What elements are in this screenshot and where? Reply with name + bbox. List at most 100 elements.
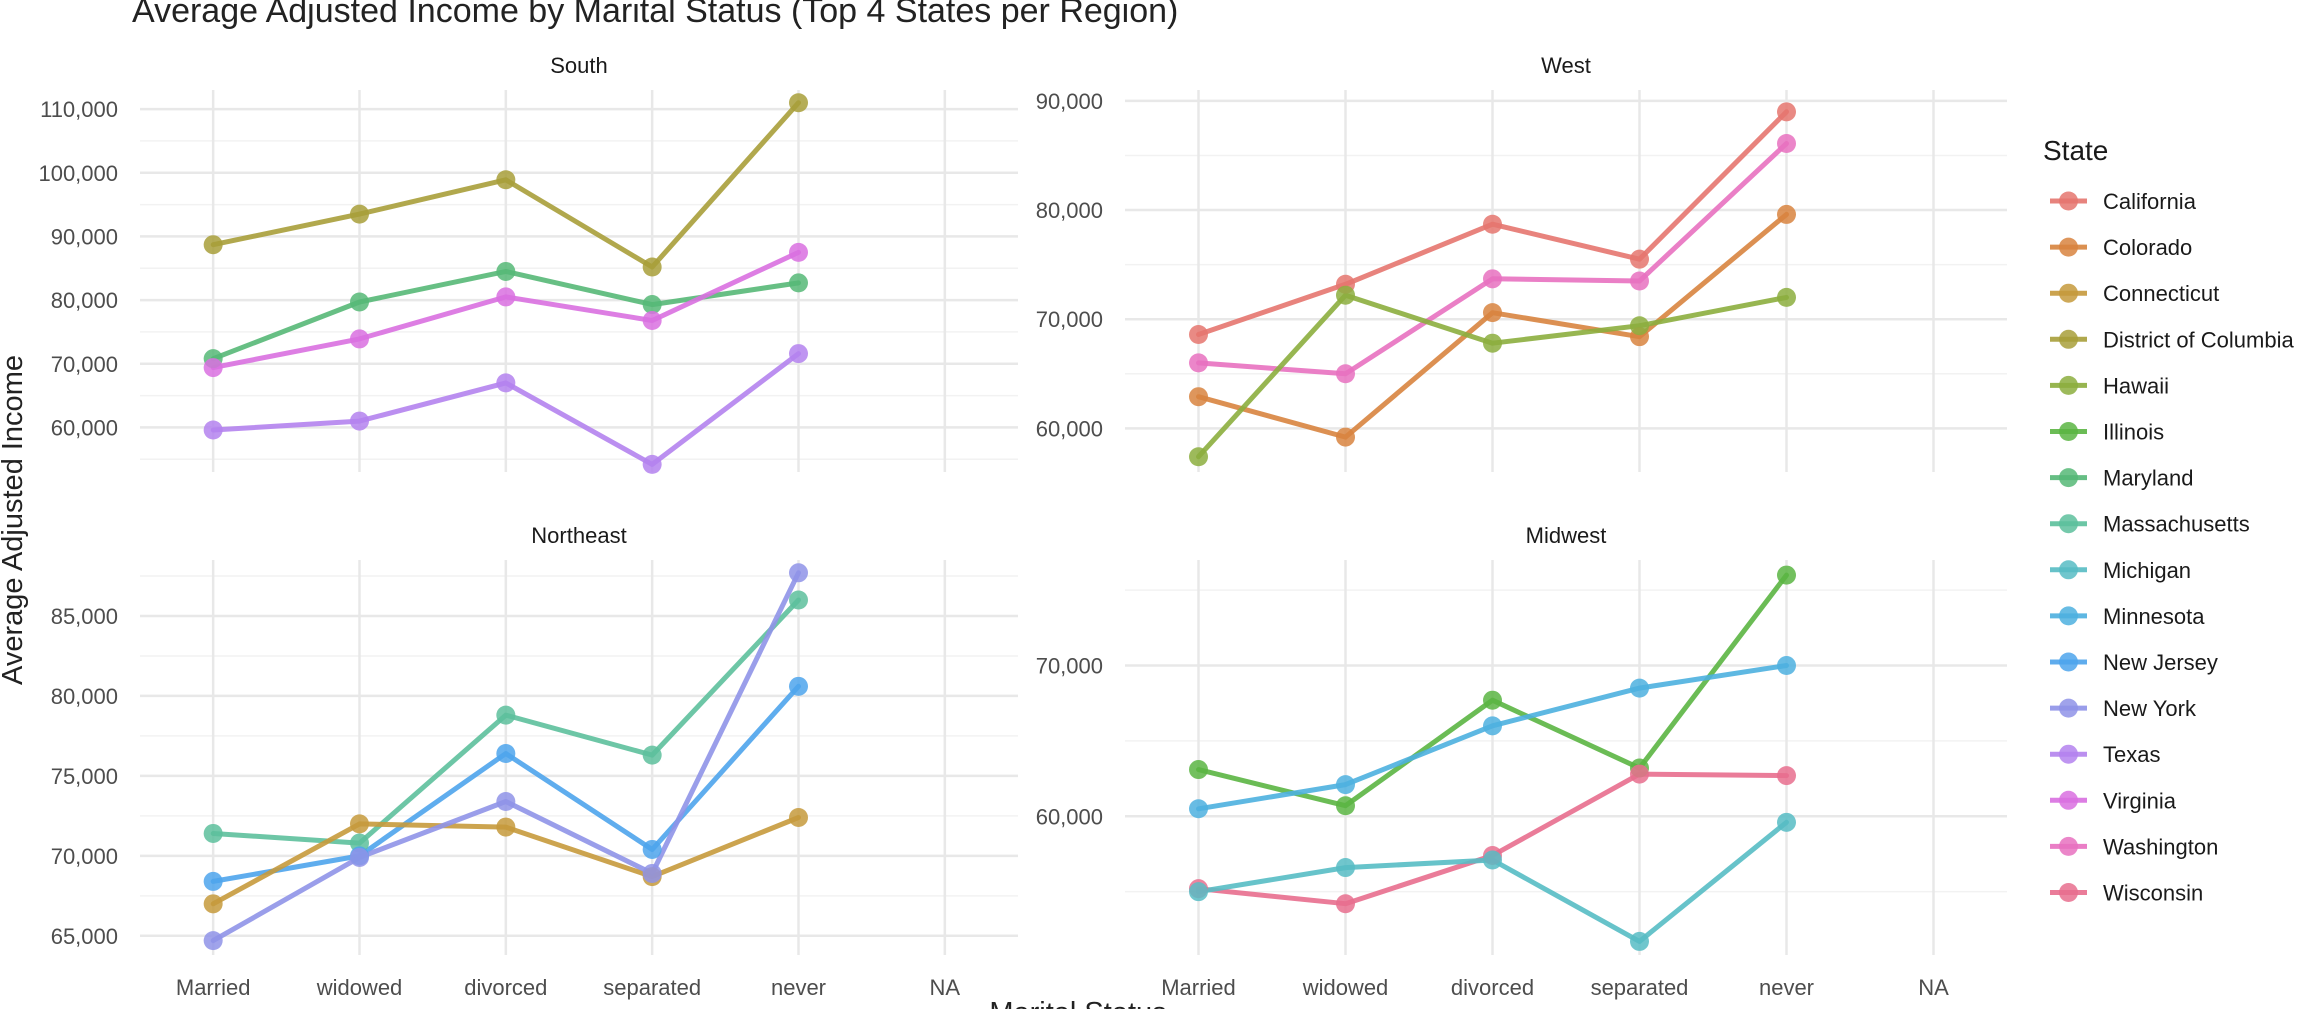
panel-west: 60,000 70,000 80,000 90,000 West [1036,53,2007,472]
panel-south: 60,000 70,000 80,000 90,000 100,000 110,000 So… [38,53,1018,474]
legend: State California Colorado Connecticut Distri… [2043,135,2294,906]
legend-item-wisconsin: Wisconsin [2050,881,2203,906]
legend-item-michigan: Michigan [2050,558,2191,583]
legend-item-illinois: Illinois [2050,420,2164,445]
data-point-connecticut [350,814,369,834]
data-point-hawaii [1777,287,1796,307]
panel-title: Midwest [1526,523,1607,548]
legend-key-point [2059,698,2078,718]
data-point-minnesota [1630,678,1649,698]
legend-item-california: California [2050,189,2197,214]
data-point-district-of-columbia [496,170,516,190]
data-point-new-york [496,791,516,811]
data-point-illinois [1483,690,1502,710]
legend-key-point [2059,883,2078,902]
data-point-texas [789,344,808,364]
data-point-washington [1630,271,1649,291]
data-point-district-of-columbia [203,235,223,255]
legend-title: State [2043,135,2108,166]
data-point-texas [350,411,369,431]
legend-label: Colorado [2103,235,2192,260]
legend-label: Washington [2103,834,2218,859]
data-point-hawaii [1630,316,1649,336]
y-tick-label: 70,000 [51,844,118,869]
legend-label: Massachusetts [2103,512,2250,537]
y-tick-label: 100,000 [38,161,118,186]
data-point-new-york [642,863,662,883]
legend-key-point [2059,237,2078,257]
x-tick-label: divorced [464,975,547,1000]
x-tick-label: never [771,975,826,1000]
legend-item-new-jersey: New Jersey [2050,650,2218,675]
data-point-massachusetts [789,590,808,610]
legend-key-point [2059,652,2078,672]
data-point-michigan [1483,850,1502,870]
data-point-minnesota [1483,716,1502,736]
data-point-new-jersey [642,839,662,859]
x-tick-label: divorced [1451,975,1534,1000]
data-point-california [1630,249,1649,269]
legend-key-point [2059,283,2078,303]
data-point-colorado [1189,387,1208,407]
data-point-texas [203,420,223,440]
y-tick-label: 80,000 [1036,198,1103,223]
x-axis-label: Marital Status [989,997,1166,1009]
legend-item-virginia: Virginia [2050,788,2177,813]
data-point-wisconsin [1777,766,1796,786]
panel-midwest: 60,000 70,000 Midwest Married widowed divorce… [1036,523,2007,1000]
legend-label: Wisconsin [2103,881,2203,906]
y-tick-label: 90,000 [1036,89,1103,114]
y-tick-label: 80,000 [51,684,118,709]
data-point-virginia [496,287,516,307]
legend-key-point [2059,191,2078,211]
y-tick-label: 65,000 [51,924,118,949]
data-point-new-jersey [203,871,223,891]
legend-label: California [2103,189,2197,214]
data-point-california [1189,324,1208,344]
legend-key-point [2059,329,2078,349]
panel-title: Northeast [531,523,626,548]
legend-label: Texas [2103,742,2160,767]
y-tick-label: 60,000 [1036,416,1103,441]
data-point-district-of-columbia [350,204,369,224]
chart-title: Average Adjusted Income by Marital Statu… [132,0,1178,30]
data-point-illinois [1777,565,1796,585]
legend-item-minnesota: Minnesota [2050,604,2205,629]
data-point-district-of-columbia [789,93,808,113]
data-point-new-york [350,847,369,867]
legend-key-point [2059,744,2078,764]
y-tick-label: 85,000 [51,604,118,629]
x-tick-label: widowed [1302,975,1389,1000]
data-point-connecticut [203,894,223,914]
x-tick-label: NA [930,975,961,1000]
panel-title: West [1541,53,1591,78]
data-point-colorado [1336,427,1355,447]
legend-item-district-of-columbia: District of Columbia [2050,327,2294,352]
x-tick-label: Married [1161,975,1236,1000]
data-point-washington [1336,364,1355,384]
y-tick-label: 60,000 [51,415,118,440]
x-tick-label: separated [1591,975,1689,1000]
legend-key-point [2059,375,2078,395]
data-point-hawaii [1483,333,1502,353]
data-point-illinois [1336,796,1355,816]
data-point-massachusetts [203,823,223,843]
y-tick-label: 75,000 [51,764,118,789]
legend-key-point [2059,560,2078,580]
data-point-new-jersey [496,744,516,764]
data-point-virginia [203,358,223,378]
legend-label: Illinois [2103,420,2164,445]
x-tick-label: NA [1918,975,1949,1000]
legend-item-washington: Washington [2050,834,2218,859]
data-point-illinois [1189,760,1208,780]
legend-label: Michigan [2103,558,2191,583]
legend-key-point [2059,790,2078,810]
data-point-washington [1189,353,1208,373]
legend-key-point [2059,606,2078,626]
legend-item-hawaii: Hawaii [2050,373,2169,398]
legend-label: New Jersey [2103,650,2218,675]
data-point-new-jersey [789,676,808,696]
y-tick-label: 60,000 [1036,804,1103,829]
data-point-virginia [350,329,369,349]
